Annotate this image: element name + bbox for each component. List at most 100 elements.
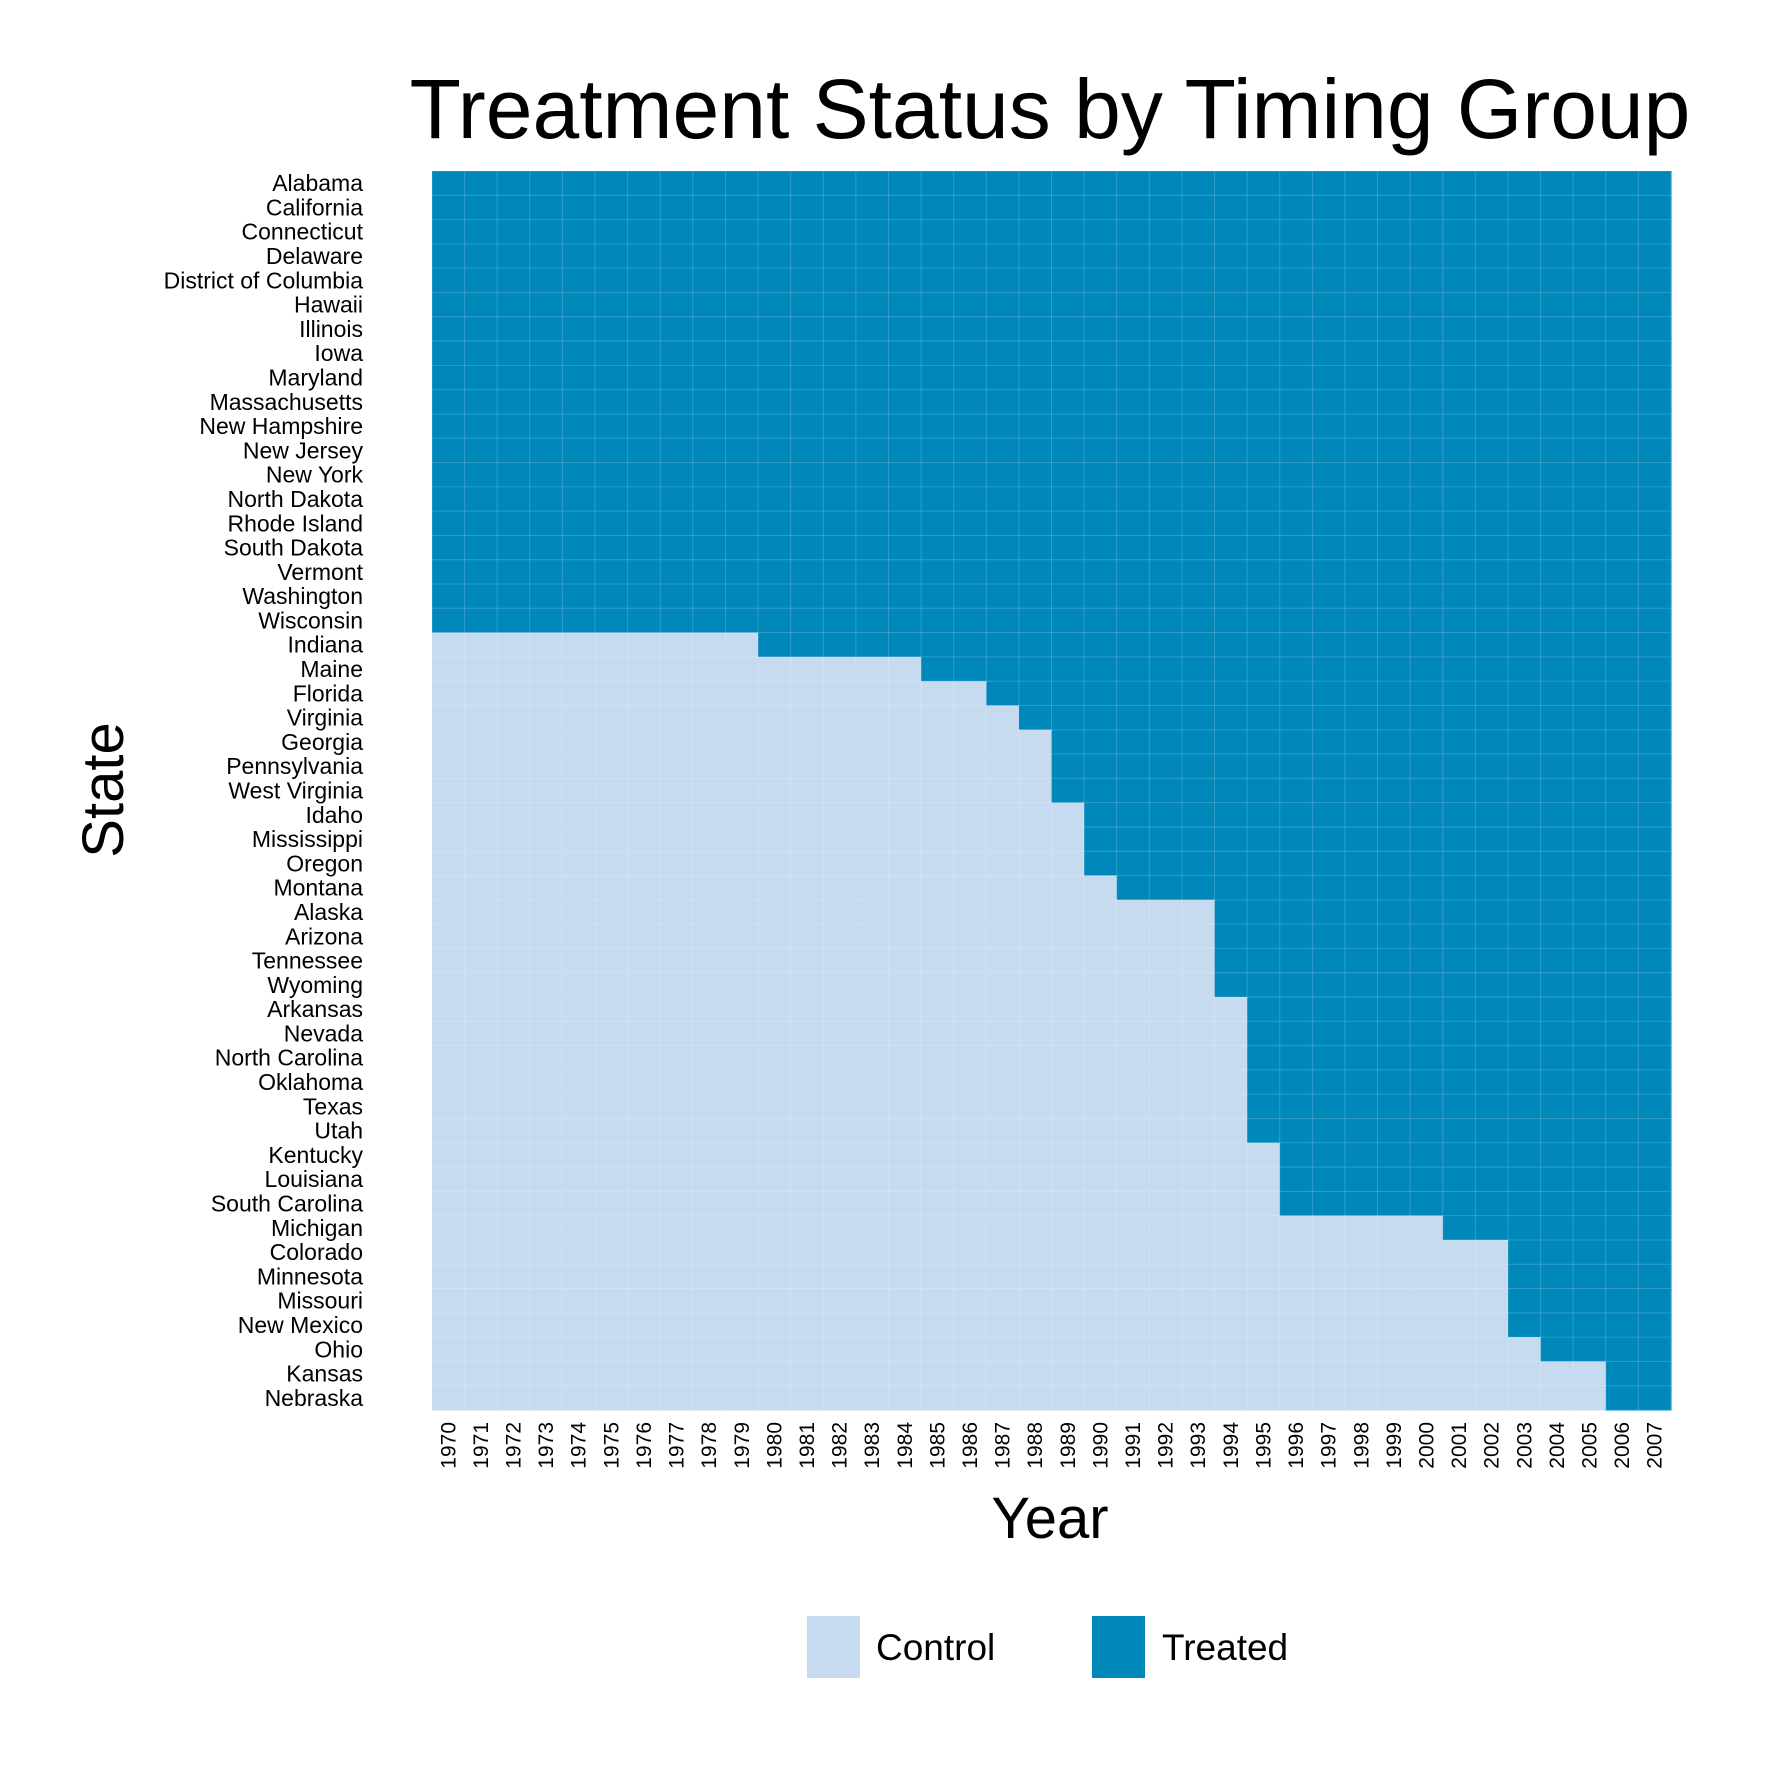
y-tick-wisconsin: Wisconsin xyxy=(258,607,363,633)
cell-missouri-1990 xyxy=(1084,1288,1118,1314)
cell-massachusetts-1980 xyxy=(758,389,792,415)
cell-indiana-1993 xyxy=(1181,632,1216,658)
cell-massachusetts-1992 xyxy=(1149,389,1183,415)
cell-oklahoma-1970 xyxy=(432,1069,466,1095)
cell-kentucky-2005 xyxy=(1573,1142,1607,1168)
cell-alabama-1983 xyxy=(855,171,890,196)
cell-north-carolina-1975 xyxy=(595,1045,629,1071)
cell-georgia-1982 xyxy=(823,729,857,755)
cell-south-dakota-1994 xyxy=(1214,535,1248,561)
cell-california-1995 xyxy=(1247,195,1281,221)
cell-florida-1997 xyxy=(1312,681,1346,707)
y-tick-nevada: Nevada xyxy=(284,1020,363,1046)
cell-new-jersey-2001 xyxy=(1442,438,1476,464)
cell-wyoming-1991 xyxy=(1116,972,1150,998)
cell-texas-2001 xyxy=(1442,1094,1476,1120)
cell-oklahoma-2001 xyxy=(1442,1069,1476,1095)
cell-delaware-1978 xyxy=(692,243,727,269)
cell-alabama-1974 xyxy=(562,171,596,196)
cell-washington-1985 xyxy=(921,584,955,609)
y-tick-pennsylvania: Pennsylvania xyxy=(226,753,363,779)
cell-wyoming-1999 xyxy=(1377,972,1411,998)
cell-illinois-1987 xyxy=(986,316,1020,342)
cell-north-carolina-1984 xyxy=(888,1045,922,1071)
cell-oregon-2003 xyxy=(1507,851,1542,877)
cell-nebraska-1974 xyxy=(562,1385,596,1411)
cell-louisiana-1986 xyxy=(953,1167,987,1192)
cell-alaska-1985 xyxy=(921,899,955,925)
cell-alabama-1999 xyxy=(1377,171,1411,196)
cell-north-carolina-2006 xyxy=(1605,1045,1639,1071)
cell-arizona-2000 xyxy=(1410,924,1444,950)
cell-colorado-1980 xyxy=(758,1239,792,1265)
cell-arkansas-1981 xyxy=(790,997,824,1022)
cell-pennsylvania-1991 xyxy=(1116,754,1150,779)
x-tick-1986: 1986 xyxy=(959,1422,982,1469)
cell-montana-1987 xyxy=(986,875,1020,901)
cell-tennessee-1988 xyxy=(1018,948,1053,974)
cell-florida-1984 xyxy=(888,681,922,707)
cell-arkansas-1975 xyxy=(595,997,629,1022)
cell-iowa-2007 xyxy=(1638,341,1672,366)
cell-washington-1998 xyxy=(1344,584,1379,609)
cell-florida-1988 xyxy=(1018,681,1053,707)
cell-new-hampshire-1993 xyxy=(1181,413,1216,439)
cell-oregon-1999 xyxy=(1377,851,1411,877)
cell-new-jersey-1971 xyxy=(464,438,498,464)
cell-wyoming-1988 xyxy=(1018,972,1053,998)
cell-tennessee-1980 xyxy=(758,948,792,974)
cell-pennsylvania-1983 xyxy=(855,754,890,779)
cell-missouri-1976 xyxy=(627,1288,661,1314)
cell-iowa-1975 xyxy=(595,341,629,366)
cell-idaho-1978 xyxy=(692,802,727,828)
cell-alabama-1987 xyxy=(986,171,1020,196)
cell-minnesota-1979 xyxy=(725,1264,759,1290)
cell-utah-1986 xyxy=(953,1118,987,1144)
cell-kentucky-1999 xyxy=(1377,1142,1411,1168)
cell-wisconsin-1996 xyxy=(1279,608,1313,634)
cell-mississippi-1998 xyxy=(1344,826,1379,852)
cell-delaware-2003 xyxy=(1507,243,1542,269)
cell-district-of-columbia-1991 xyxy=(1116,268,1150,294)
cell-maryland-2003 xyxy=(1507,365,1542,391)
cell-massachusetts-1997 xyxy=(1312,389,1346,415)
cell-south-dakota-1987 xyxy=(986,535,1020,561)
cell-delaware-1983 xyxy=(855,243,890,269)
cell-new-york-2001 xyxy=(1442,462,1476,488)
cell-massachusetts-1999 xyxy=(1377,389,1411,415)
cell-alaska-1980 xyxy=(758,899,792,925)
cell-wisconsin-1984 xyxy=(888,608,922,634)
cell-maine-1995 xyxy=(1247,656,1281,682)
cell-kansas-1976 xyxy=(627,1361,661,1387)
cell-illinois-1977 xyxy=(660,316,694,342)
x-tick-labels: 1970 1971 1972 1973 1974 1975 1976 1977 1978 1979… xyxy=(437,1422,1666,1469)
cell-michigan-2001 xyxy=(1442,1215,1476,1241)
cell-minnesota-1987 xyxy=(986,1264,1020,1290)
cell-tennessee-1990 xyxy=(1084,948,1118,974)
cell-iowa-1987 xyxy=(986,341,1020,366)
cell-ohio-1984 xyxy=(888,1337,922,1363)
cell-delaware-1996 xyxy=(1279,243,1313,269)
cell-iowa-2005 xyxy=(1573,341,1607,366)
cell-michigan-1992 xyxy=(1149,1215,1183,1241)
cell-mississippi-1976 xyxy=(627,826,661,852)
cell-alabama-1980 xyxy=(758,171,792,196)
cell-south-carolina-1981 xyxy=(790,1191,824,1217)
cell-maryland-1999 xyxy=(1377,365,1411,391)
cell-massachusetts-1976 xyxy=(627,389,661,415)
cell-rhode-island-1983 xyxy=(855,511,890,537)
cell-missouri-1987 xyxy=(986,1288,1020,1314)
cell-south-carolina-1973 xyxy=(529,1191,564,1217)
cell-alabama-2004 xyxy=(1540,171,1574,196)
cell-maryland-1983 xyxy=(855,365,890,391)
cell-wyoming-1983 xyxy=(855,972,890,998)
cell-nevada-1970 xyxy=(432,1021,466,1047)
cell-alabama-2000 xyxy=(1410,171,1444,196)
cell-massachusetts-1986 xyxy=(953,389,987,415)
cell-west-virginia-2000 xyxy=(1410,778,1444,804)
cell-new-jersey-1987 xyxy=(986,438,1020,464)
cell-virginia-2002 xyxy=(1475,705,1509,731)
cell-new-jersey-1970 xyxy=(432,438,466,464)
cell-nebraska-2003 xyxy=(1507,1385,1542,1411)
cell-north-carolina-1977 xyxy=(660,1045,694,1071)
